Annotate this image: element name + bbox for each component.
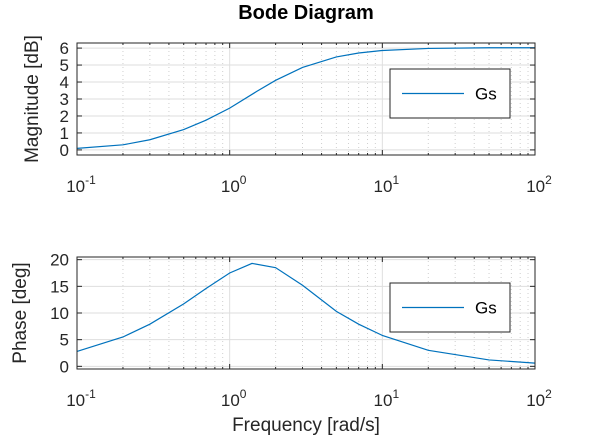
x-tick-base: 10: [221, 391, 240, 410]
magnitude-legend-label: Gs: [475, 85, 497, 104]
x-tick-exponent: 1: [392, 387, 399, 401]
y-tick-label: 5: [60, 331, 69, 350]
x-tick-base: 10: [526, 177, 545, 196]
y-tick-label: 5: [60, 56, 69, 75]
y-tick-label: 3: [60, 90, 69, 109]
x-tick-label: 101: [374, 387, 400, 410]
x-tick-exponent: -1: [85, 173, 96, 187]
x-tick-exponent: 0: [240, 387, 247, 401]
x-tick-label: 102: [526, 387, 552, 410]
x-tick-label: 100: [221, 387, 247, 410]
x-tick-base: 10: [374, 177, 393, 196]
frequency-xlabel: Frequency [rad/s]: [232, 415, 380, 436]
phase-ylabel: Phase [deg]: [10, 262, 31, 363]
y-tick-label: 15: [50, 277, 69, 296]
y-tick-label: 4: [60, 73, 69, 92]
y-tick-label: 1: [60, 124, 69, 143]
phase-curve: [76, 262, 536, 364]
magnitude-curve: [76, 47, 535, 149]
y-tick-label: 10: [50, 304, 69, 323]
magnitude-ylabel: Magnitude [dB]: [22, 35, 43, 163]
x-tick-label: 102: [526, 173, 552, 196]
phase-legend-label: Gs: [475, 299, 497, 318]
x-tick-exponent: -1: [85, 387, 96, 401]
y-tick-label: 20: [50, 251, 69, 270]
x-tick-base: 10: [374, 391, 393, 410]
x-tick-base: 10: [66, 177, 85, 196]
x-tick-label: 101: [374, 173, 400, 196]
y-tick-label: 2: [60, 107, 69, 126]
chart-title: Bode Diagram: [238, 2, 374, 24]
x-tick-label: 100: [221, 173, 247, 196]
x-tick-label: 10-1: [66, 387, 96, 410]
phase-grid: [76, 257, 535, 369]
x-tick-base: 10: [221, 177, 240, 196]
x-tick-base: 10: [66, 391, 85, 410]
x-tick-exponent: 1: [392, 173, 399, 187]
y-tick-label: 0: [60, 357, 69, 376]
x-tick-exponent: 2: [545, 387, 552, 401]
phase-legend: Gs: [389, 282, 511, 333]
y-tick-label: 6: [60, 39, 69, 58]
x-tick-exponent: 2: [545, 173, 552, 187]
x-tick-exponent: 0: [240, 173, 247, 187]
x-tick-base: 10: [526, 391, 545, 410]
y-tick-label: 0: [60, 141, 69, 160]
x-tick-label: 10-1: [66, 173, 96, 196]
magnitude-legend: Gs: [389, 68, 511, 119]
